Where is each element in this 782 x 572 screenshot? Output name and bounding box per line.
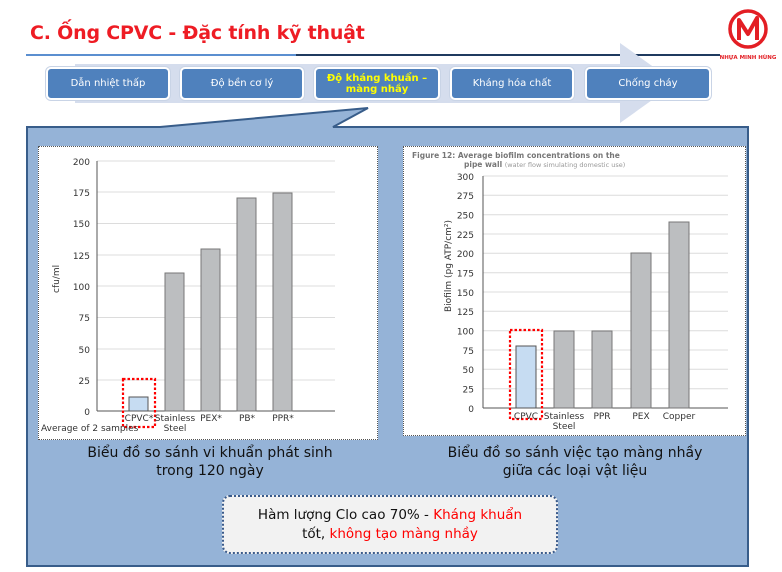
- svg-text:PPR*: PPR*: [272, 414, 294, 424]
- svg-text:CPVC: CPVC: [514, 412, 538, 422]
- bacteria-chart: 200 175 150 125 100 75 50 25 0 cfu/ml CP…: [38, 146, 378, 440]
- right-chart-caption: Biểu đồ so sánh việc tạo màng nhầy giữa …: [404, 444, 746, 480]
- svg-text:Stainless: Stainless: [155, 414, 196, 424]
- minh-hung-logo-icon: [728, 9, 768, 49]
- svg-text:PEX: PEX: [632, 412, 649, 422]
- caption-line: Biểu đồ so sánh việc tạo màng nhầy: [447, 445, 703, 461]
- logo-text: NHỰA MINH HÙNG: [719, 55, 777, 61]
- svg-text:25: 25: [79, 377, 90, 387]
- caption-line: Biểu đồ so sánh vi khuẩn phát sinh: [87, 445, 333, 461]
- step-khang-hoa-chat[interactable]: Kháng hóa chất: [450, 67, 574, 100]
- svg-text:cfu/ml: cfu/ml: [52, 265, 62, 293]
- svg-text:Biofilm (pg ATP/cm²): Biofilm (pg ATP/cm²): [444, 220, 454, 312]
- conclusion-note: Hàm lượng Clo cao 70% - Kháng khuẩn tốt,…: [222, 495, 558, 554]
- step-khang-khuan-mang-nhay[interactable]: Độ kháng khuẩn – màng nhầy: [314, 67, 440, 100]
- svg-text:pipe wall (water flow simulati: pipe wall (water flow simulating domesti…: [464, 160, 625, 169]
- svg-text:PPR: PPR: [593, 412, 610, 422]
- note-text: Hàm lượng Clo cao 70% -: [257, 507, 434, 523]
- svg-text:100: 100: [457, 328, 474, 338]
- svg-text:0: 0: [84, 408, 90, 418]
- svg-text:200: 200: [457, 250, 474, 260]
- svg-text:275: 275: [457, 192, 474, 202]
- svg-text:250: 250: [457, 212, 474, 222]
- svg-text:Average of 2 samples: Average of 2 samples: [41, 424, 139, 434]
- title-underline: [26, 54, 296, 56]
- page-title: C. Ống CPVC - Đặc tính kỹ thuật: [30, 22, 365, 44]
- note-highlight: Kháng khuẩn: [433, 507, 523, 523]
- svg-text:175: 175: [457, 270, 474, 280]
- svg-text:175: 175: [73, 189, 90, 199]
- biofilm-chart: Figure 12: Average biofilm concentration…: [403, 146, 746, 436]
- svg-text:CPVC*: CPVC*: [125, 414, 154, 424]
- svg-text:75: 75: [463, 347, 474, 357]
- step-label: Chống cháy: [618, 78, 678, 89]
- step-label: Độ kháng khuẩn – màng nhầy: [326, 72, 428, 95]
- step-dan-nhiet-thap[interactable]: Dẫn nhiệt thấp: [46, 67, 170, 100]
- svg-text:100: 100: [73, 283, 90, 293]
- caption-line: trong 120 ngày: [156, 463, 264, 479]
- biofilm-bar-chart: Figure 12: Average biofilm concentration…: [412, 151, 728, 432]
- svg-text:300: 300: [457, 173, 474, 183]
- svg-text:25: 25: [463, 386, 474, 396]
- note-highlight: không tạo màng nhầy: [329, 526, 478, 542]
- svg-text:PB*: PB*: [239, 414, 256, 424]
- svg-text:50: 50: [79, 346, 91, 356]
- title-underline-dark: [296, 54, 720, 56]
- caption-line: giữa các loại vật liệu: [502, 463, 648, 479]
- left-chart-caption: Biểu đồ so sánh vi khuẩn phát sinh trong…: [40, 444, 380, 480]
- svg-text:150: 150: [73, 220, 90, 230]
- svg-text:125: 125: [457, 308, 474, 318]
- step-chong-chay[interactable]: Chống cháy: [585, 67, 711, 100]
- svg-text:225: 225: [457, 231, 474, 241]
- step-label: Kháng hóa chất: [472, 78, 552, 89]
- svg-text:Copper: Copper: [663, 412, 696, 422]
- step-label: Độ bền cơ lý: [210, 78, 274, 89]
- step-label: Dẫn nhiệt thấp: [70, 78, 146, 89]
- svg-text:125: 125: [73, 252, 90, 262]
- svg-text:Steel: Steel: [164, 424, 187, 434]
- step-do-ben-co-ly[interactable]: Độ bền cơ lý: [180, 67, 304, 100]
- svg-text:Stainless: Stainless: [544, 412, 585, 422]
- note-text: tốt,: [302, 526, 330, 542]
- svg-text:50: 50: [463, 366, 475, 376]
- svg-text:200: 200: [73, 158, 90, 168]
- svg-text:150: 150: [457, 289, 474, 299]
- svg-text:0: 0: [468, 405, 474, 415]
- svg-text:75: 75: [79, 314, 90, 324]
- svg-text:Steel: Steel: [553, 422, 576, 432]
- bacteria-bar-chart: 200 175 150 125 100 75 50 25 0 cfu/ml CP…: [41, 158, 335, 434]
- svg-text:PEX*: PEX*: [200, 414, 222, 424]
- svg-text:Figure 12: Average biofilm con: Figure 12: Average biofilm concentration…: [412, 151, 620, 160]
- company-logo: NHỰA MINH HÙNG: [718, 8, 778, 68]
